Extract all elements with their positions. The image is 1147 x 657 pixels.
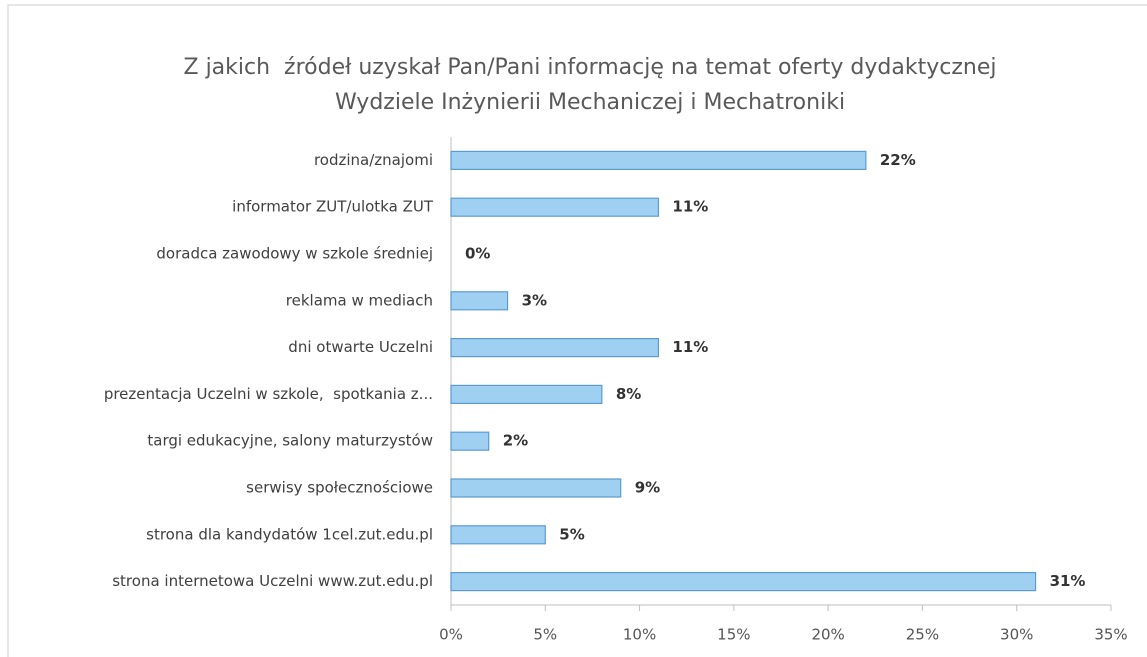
- chart-title: Wydziele Inżynierii Mechaniczej i Mechat…: [335, 90, 845, 115]
- x-tick-label: 30%: [1000, 626, 1033, 644]
- value-label: 5%: [559, 525, 584, 543]
- bar: [450, 478, 622, 498]
- y-tick-label: prezentacja Uczelni w szkole, spotkania …: [104, 385, 433, 403]
- y-tick-label: reklama w mediach: [286, 291, 433, 309]
- y-tick-label: doradca zawodowy w szkole średniej: [156, 245, 433, 263]
- y-tick-label: dni otwarte Uczelni: [288, 338, 433, 356]
- value-label: 22%: [880, 151, 916, 169]
- y-tick-label: strona dla kandydatów 1cel.zut.edu.pl: [146, 525, 433, 543]
- y-tick-label: informator ZUT/ulotka ZUT: [232, 198, 434, 216]
- chart-frame: [7, 4, 1147, 657]
- value-label: 0%: [465, 245, 490, 263]
- y-tick-label: serwisy społecznościowe: [246, 479, 433, 497]
- x-tick-label: 15%: [717, 626, 750, 644]
- chart-title: Z jakich źródeł uzyskał Pan/Pani informa…: [184, 55, 997, 80]
- x-tick-label: 25%: [906, 626, 939, 644]
- x-tick-label: 10%: [623, 626, 656, 644]
- value-label: 9%: [635, 479, 660, 497]
- bar: [450, 571, 1037, 592]
- x-tick-label: 20%: [811, 626, 844, 644]
- y-tick-label: strona internetowa Uczelni www.zut.edu.p…: [112, 572, 433, 590]
- x-tick-label: 35%: [1094, 626, 1127, 644]
- bar: [450, 384, 603, 404]
- x-tick-label: 0%: [439, 626, 463, 644]
- value-label: 3%: [522, 291, 547, 309]
- bar: [450, 525, 546, 545]
- value-label: 2%: [503, 432, 528, 450]
- bar: [450, 291, 509, 311]
- x-tick-label: 5%: [533, 626, 557, 644]
- value-label: 8%: [616, 385, 641, 403]
- bar: [450, 431, 490, 451]
- y-tick-label: rodzina/znajomi: [314, 151, 433, 169]
- value-label: 31%: [1050, 572, 1086, 590]
- y-tick-label: targi edukacyjne, salony maturzystów: [147, 432, 433, 450]
- value-label: 11%: [672, 338, 708, 356]
- bar: [450, 150, 867, 170]
- bar: [450, 338, 660, 358]
- bar: [450, 197, 660, 217]
- value-label: 11%: [672, 198, 708, 216]
